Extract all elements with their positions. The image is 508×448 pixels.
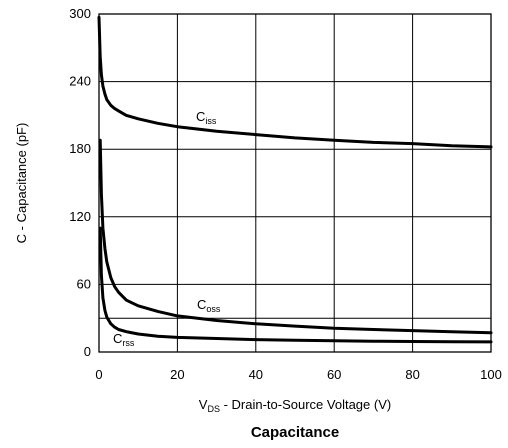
x-tick-labels: 0 20 40 60 80 100 (95, 367, 501, 382)
y-tick-label: 240 (69, 74, 91, 89)
x-tick-label: 0 (95, 367, 102, 382)
series-label-main: C (197, 297, 206, 312)
x-tick-label: 40 (249, 367, 263, 382)
series-label-subscript: oss (206, 304, 221, 314)
series-label-crss: Crss (113, 331, 135, 348)
series-label-subscript: rss (122, 338, 134, 348)
y-tick-label: 120 (69, 209, 91, 224)
series-line-ciss (97, 15, 493, 149)
x-axis-label-text: - Drain-to-Source Voltage (V) (220, 397, 391, 412)
series-label-main: C (113, 331, 122, 346)
x-axis-label-main: V (199, 397, 208, 412)
x-tick-label: 80 (405, 367, 419, 382)
x-axis-label-subscript: DS (207, 404, 220, 414)
series-label-ciss: Ciss (196, 109, 217, 126)
y-tick-labels: 0 60 120 180 240 300 (69, 6, 91, 359)
x-tick-label: 100 (480, 367, 502, 382)
series-line-coss (98, 138, 493, 335)
y-tick-label: 300 (69, 6, 91, 21)
plot-frame (98, 13, 492, 353)
chart-title: Capacitance (251, 424, 339, 441)
grid-lines (98, 13, 492, 353)
x-axis-label: VDS - Drain-to-Source Voltage (V) (199, 397, 391, 414)
y-tick-label: 180 (69, 141, 91, 156)
x-tick-label: 20 (170, 367, 184, 382)
y-axis-label: C - Capacitance (pF) (14, 123, 29, 244)
series-label-main: C (196, 109, 205, 124)
y-tick-label: 60 (77, 276, 91, 291)
series-curves (97, 15, 493, 344)
series-label-subscript: iss (205, 116, 216, 126)
y-tick-label: 0 (84, 344, 91, 359)
series-label-coss: Coss (197, 297, 221, 314)
x-tick-label: 60 (327, 367, 341, 382)
series-line-crss (98, 226, 493, 344)
